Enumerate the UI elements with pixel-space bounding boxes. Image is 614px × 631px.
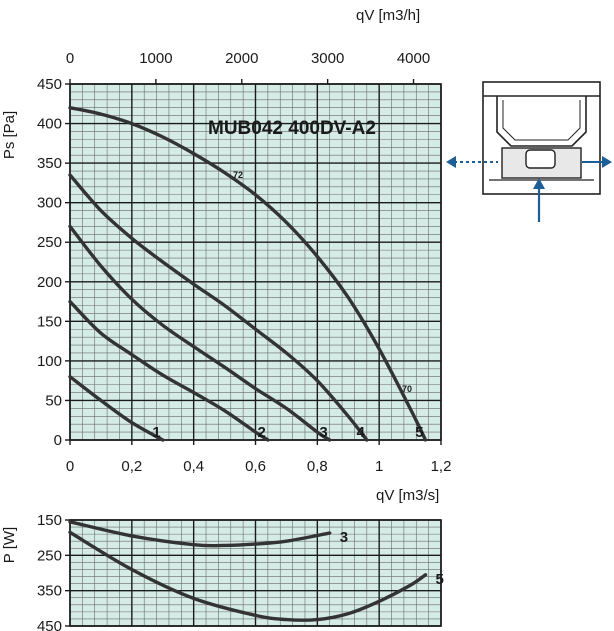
fan-installation-diagram xyxy=(446,81,612,222)
x-tick-label: 0 xyxy=(66,458,74,475)
annotation-70: 70 xyxy=(402,384,412,394)
diagram-inner-housing xyxy=(496,96,587,147)
power-y-tick-label: 150 xyxy=(37,512,62,529)
curve-4 xyxy=(68,173,369,442)
power-y-tick-label: 350 xyxy=(37,583,62,600)
y-tick-label: 300 xyxy=(37,195,62,212)
curve-5 xyxy=(68,106,428,442)
top-x-tick-label: 0 xyxy=(66,50,74,67)
x-tick-label: 0,8 xyxy=(307,458,328,475)
top-x-axis-label-text: qV [m3/h] xyxy=(356,7,420,24)
power-curve-3 xyxy=(68,520,332,548)
curve-label-5: 5 xyxy=(415,424,423,441)
power-curve-label-3: 3 xyxy=(340,529,348,546)
y-tick-label: 200 xyxy=(37,274,62,291)
annotation-72: 72 xyxy=(233,170,243,180)
y-tick-label: 100 xyxy=(37,353,62,370)
y-tick-label: 50 xyxy=(45,392,62,409)
power-curve-5 xyxy=(68,530,428,622)
main-curves: 1 2 3 4 5 xyxy=(68,106,428,442)
x-axis-label-text: qV [m3/s] xyxy=(376,487,439,504)
curve-2 xyxy=(68,299,270,442)
chart-title: MUB042 400DV-A2 xyxy=(208,118,376,139)
main-x-axis-ticks: 0 0,2 0,4 0,6 0,8 1 1,2 xyxy=(66,440,452,475)
y-axis-label-text: Ps [Pa] xyxy=(1,111,18,159)
diagram-fan-hub xyxy=(525,149,556,169)
x-tick-label: 0,6 xyxy=(245,458,266,475)
power-y-axis-label: P [W] xyxy=(1,527,18,563)
top-x-axis-label: qV [m3/h] xyxy=(356,7,420,24)
y-tick-label: 250 xyxy=(37,234,62,251)
curve-label-1: 1 xyxy=(152,424,160,441)
power-y-axis-ticks: 150 250 350 450 xyxy=(37,512,70,631)
main-y-axis-ticks: 0 50 100 150 200 250 300 350 400 450 xyxy=(37,76,70,449)
power-curves: 35 xyxy=(68,520,444,622)
y-tick-label: 150 xyxy=(37,313,62,330)
y-tick-label: 400 xyxy=(37,116,62,133)
top-x-tick-label: 3000 xyxy=(311,50,344,67)
top-x-axis-ticks: 0 1000 2000 3000 4000 xyxy=(66,50,430,84)
power-y-tick-label: 450 xyxy=(37,618,62,631)
y-tick-label: 350 xyxy=(37,155,62,172)
curve-label-3: 3 xyxy=(319,424,327,441)
arrow-up-icon xyxy=(533,178,545,189)
power-plot-frame xyxy=(69,519,442,627)
top-x-tick-label: 2000 xyxy=(225,50,258,67)
arrow-right-icon xyxy=(602,156,612,168)
top-x-tick-label: 4000 xyxy=(397,50,430,67)
x-axis-label: qV [m3/s] xyxy=(376,487,439,504)
diagram-inner-housing-line xyxy=(502,100,581,141)
power-curve-label-5: 5 xyxy=(436,571,444,588)
x-tick-label: 0,2 xyxy=(121,458,142,475)
curve-label-4: 4 xyxy=(356,424,365,441)
curve-3 xyxy=(68,224,332,442)
y-tick-label: 450 xyxy=(37,76,62,93)
x-tick-label: 1,2 xyxy=(431,458,452,475)
curve-1 xyxy=(68,375,165,442)
top-x-tick-label: 1000 xyxy=(139,50,172,67)
arrow-left-icon xyxy=(446,156,456,168)
x-tick-label: 1 xyxy=(375,458,383,475)
y-tick-label: 0 xyxy=(54,432,62,449)
curve-label-2: 2 xyxy=(258,424,266,441)
power-y-tick-label: 250 xyxy=(37,547,62,564)
x-tick-label: 0,4 xyxy=(183,458,204,475)
y-axis-label: Ps [Pa] xyxy=(1,111,18,159)
